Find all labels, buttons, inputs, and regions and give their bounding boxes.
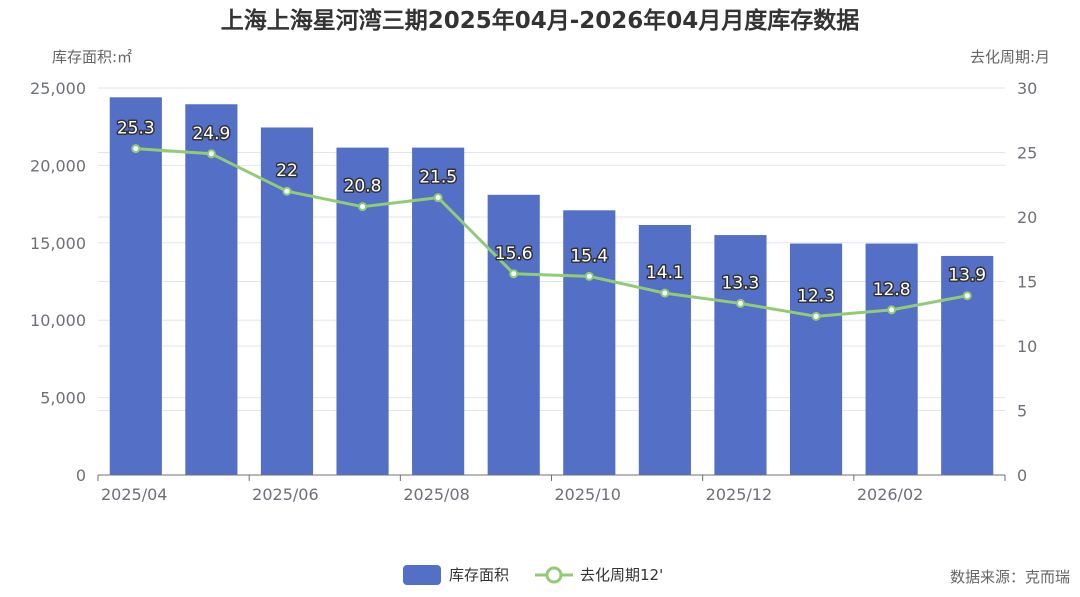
y-right-tick-label: 30 [1017, 79, 1037, 98]
chart-title: 上海上海星河湾三期2025年04月-2026年04月月度库存数据 [221, 7, 860, 34]
line-data-label: 21.5 [419, 168, 457, 188]
bar-2025/07[interactable] [336, 147, 389, 475]
axes: 05,00010,00015,00020,00025,0000510152025… [30, 79, 1037, 504]
y-right-tick-label: 20 [1017, 208, 1037, 227]
legend-bar-label[interactable]: 库存面积 [449, 566, 509, 584]
line-series [131, 144, 972, 321]
grid-lines [98, 87, 1005, 411]
line-point-2025/04[interactable] [131, 144, 141, 154]
y-left-tick-label: 25,000 [30, 79, 86, 98]
line-data-label: 22 [276, 161, 298, 181]
line-point-2025/07[interactable] [358, 202, 368, 212]
line-data-label: 25.3 [117, 119, 155, 139]
bar-2026/02[interactable] [865, 243, 918, 475]
legend-line-marker[interactable] [545, 566, 563, 584]
x-tick-label: 2025/06 [252, 485, 318, 504]
x-tick-label: 2025/12 [706, 485, 772, 504]
y-right-axis-label: 去化周期:月 [970, 48, 1050, 66]
bar-series [109, 97, 994, 476]
legend-bar-swatch[interactable] [403, 565, 441, 585]
line-point-2025/06[interactable] [282, 186, 292, 196]
line-point-2025/11[interactable] [660, 288, 670, 298]
line-data-label: 24.9 [192, 124, 230, 144]
y-right-tick-label: 10 [1017, 337, 1037, 356]
x-tick-label: 2025/04 [101, 485, 167, 504]
bar-2025/09[interactable] [487, 194, 540, 475]
bar-2025/10[interactable] [563, 210, 616, 476]
x-tick-label: 2026/02 [857, 485, 923, 504]
line-data-label: 14.1 [646, 263, 684, 283]
y-right-tick-label: 25 [1017, 144, 1037, 163]
bar-2025/04[interactable] [109, 97, 162, 476]
y-right-tick-label: 15 [1017, 273, 1037, 292]
line-data-label: 20.8 [344, 177, 382, 197]
line-point-2025/05[interactable] [206, 149, 216, 159]
y-left-tick-label: 0 [76, 466, 86, 485]
y-left-tick-label: 15,000 [30, 234, 86, 253]
line-point-2025/08[interactable] [433, 193, 443, 203]
y-left-tick-label: 10,000 [30, 311, 86, 330]
x-tick-label: 2025/10 [555, 485, 621, 504]
legend-line-label[interactable]: 去化周期12' [580, 566, 663, 584]
legend: 库存面积 去化周期12' [403, 565, 663, 585]
line-data-label: 15.4 [570, 246, 608, 266]
line-point-2026/02[interactable] [887, 305, 897, 315]
line-data-label: 13.3 [722, 273, 760, 293]
bar-2025/05[interactable] [185, 104, 238, 475]
line-data-label: 15.6 [495, 244, 533, 264]
bar-2025/11[interactable] [638, 224, 691, 475]
y-right-tick-label: 0 [1017, 466, 1027, 485]
line-data-label: 13.9 [948, 266, 986, 286]
bar-2025/08[interactable] [412, 147, 465, 475]
y-left-axis-label: 库存面积:㎡ [52, 48, 132, 66]
y-left-tick-label: 20,000 [30, 156, 86, 175]
line-point-2026/01[interactable] [811, 311, 821, 321]
bar-2025/12[interactable] [714, 235, 767, 475]
line-point-2026/03[interactable] [962, 291, 972, 301]
data-labels: 25.3 24.9 22 20.8 21.5 15.6 15.4 14.1 13.3 12.3 12… [115, 117, 987, 308]
line-point-2025/10[interactable] [584, 271, 594, 281]
y-right-tick-label: 5 [1017, 402, 1027, 421]
line-data-label: 12.8 [873, 280, 911, 300]
line-path [135, 147, 968, 318]
y-left-tick-label: 5,000 [40, 389, 86, 408]
line-point-2025/12[interactable] [735, 298, 745, 308]
line-data-label: 12.3 [797, 286, 835, 306]
bar-2026/03[interactable] [941, 255, 994, 475]
x-tick-label: 2025/08 [403, 485, 469, 504]
line-point-2025/09[interactable] [509, 269, 519, 279]
bar-2025/06[interactable] [260, 127, 314, 475]
data-source: 数据来源：克而瑞 [950, 568, 1070, 586]
bar-2026/01[interactable] [789, 243, 843, 475]
